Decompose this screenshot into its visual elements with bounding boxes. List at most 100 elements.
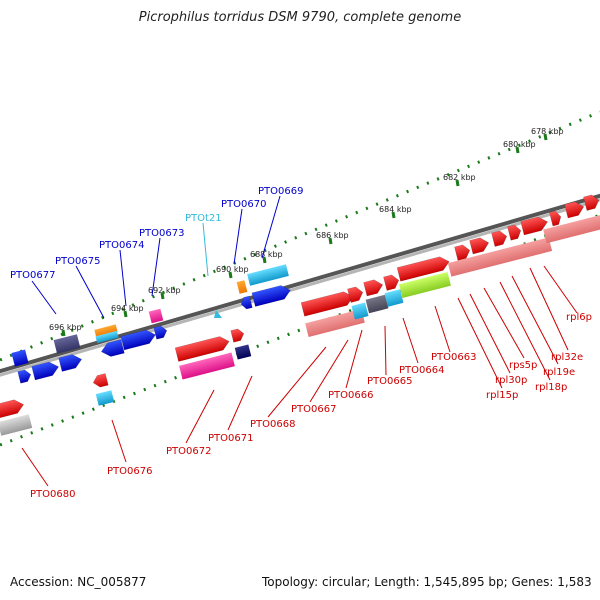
- gene-arrow: [396, 256, 450, 282]
- gene-arrow: [0, 399, 24, 419]
- leader-line: [227, 375, 253, 431]
- gene-box: [148, 308, 164, 324]
- scale-tick-label: 682 kbp: [443, 173, 476, 182]
- gene-arrow: [17, 369, 32, 384]
- gene-box-shape: [305, 309, 365, 337]
- backbone-strand-light: [0, 198, 600, 377]
- leader-line: [457, 297, 503, 389]
- gene-arrow-shape: [240, 295, 253, 310]
- gene-label-pto0667: PTO0667: [291, 404, 336, 415]
- gene-label-pto0671: PTO0671: [208, 433, 253, 444]
- scale-tick: [123, 310, 128, 318]
- gene-box-shape: [148, 308, 164, 324]
- scale-tick-label: 692 kbp: [148, 286, 181, 295]
- leader-line: [434, 305, 451, 353]
- leader-line: [511, 275, 559, 365]
- leader-line: [402, 317, 419, 364]
- gene-arrow-shape: [230, 328, 245, 343]
- gene-band-segment: [384, 289, 404, 307]
- gene-arrow: [583, 194, 600, 211]
- gene-box-shape: [384, 289, 404, 307]
- gene-arrow: [549, 210, 562, 227]
- gene-arrow-shape: [100, 339, 125, 357]
- gene-box-shape: [447, 237, 553, 277]
- gene-arrow: [491, 230, 508, 247]
- gene-box: [94, 324, 118, 338]
- gene-label-pto0677: PTO0677: [10, 270, 55, 281]
- gene-label-pto0669: PTO0669: [258, 186, 303, 197]
- gene-band-segment: [365, 294, 389, 314]
- scale-tick-label: 684 kbp: [379, 205, 412, 214]
- gene-arrow-shape: [396, 256, 450, 282]
- gene-arrow-shape: [347, 286, 364, 303]
- scale-tick-label: 696 kbp: [49, 323, 82, 332]
- gene-label-rpl32e: rpl32e: [551, 352, 583, 363]
- gene-arrow: [469, 237, 490, 255]
- gene-arrow-shape: [583, 194, 600, 211]
- leader-line: [309, 339, 349, 403]
- gene-arrow: [31, 361, 59, 381]
- gene-arrow-shape: [153, 325, 168, 340]
- scale-tick-label: 688 kbp: [250, 250, 283, 259]
- gene-label-pto0665: PTO0665: [367, 376, 412, 387]
- gene-arrow: [240, 295, 253, 310]
- gene-label-rps5p: rps5p: [509, 360, 537, 371]
- gene-arrow-shape: [0, 399, 24, 419]
- gene-arrow: [153, 325, 168, 340]
- gene-arrow: [564, 201, 585, 219]
- gene-arrow: [383, 274, 400, 291]
- gene-box-shape: [351, 302, 369, 320]
- gene-box: [53, 334, 81, 354]
- gene-arrow-shape: [174, 336, 230, 362]
- leader-line: [21, 447, 49, 487]
- leader-line: [119, 249, 127, 307]
- gene-arrow-shape: [17, 369, 32, 384]
- scale-tick: [262, 256, 267, 264]
- gene-box-shape: [236, 280, 248, 294]
- gene-label-rpl15p: rpl15p: [486, 390, 518, 401]
- gene-arrow: [92, 373, 109, 388]
- scale-tick: [328, 237, 333, 245]
- scale-tick-label: 680 kbp: [503, 140, 536, 149]
- gene-arrow: [120, 329, 156, 351]
- gene-label-pto0675: PTO0675: [55, 256, 100, 267]
- gene-box-shape: [94, 324, 118, 338]
- leader-line: [202, 222, 209, 277]
- scale-tick: [61, 329, 66, 337]
- gene-label-pto0663: PTO0663: [431, 352, 476, 363]
- gene-box: [236, 280, 248, 294]
- gene-box: [95, 390, 115, 406]
- gene-box-shape: [95, 390, 115, 406]
- gene-arrow-shape: [92, 373, 109, 388]
- gene-label-pto0676: PTO0676: [107, 466, 152, 477]
- gene-box-shape: [179, 352, 235, 380]
- gene-band-segment: [305, 309, 365, 337]
- leader-line: [483, 287, 525, 359]
- gene-box: [179, 352, 235, 380]
- gene-arrow: [363, 279, 384, 297]
- gene-box: [247, 264, 289, 286]
- gene-box-shape: [365, 294, 389, 314]
- gene-label-rpl19e: rpl19e: [543, 367, 575, 378]
- gene-arrow: [454, 244, 471, 261]
- leader-line: [345, 329, 363, 389]
- gene-arrow: [251, 285, 291, 307]
- gene-arrow-shape: [363, 279, 384, 297]
- leader-line: [111, 419, 127, 463]
- leader-line: [267, 346, 327, 418]
- gene-arrow-shape: [251, 285, 291, 307]
- topology-text: Topology: circular; Length: 1,545,895 bp…: [262, 575, 592, 589]
- gene-arrow: [174, 336, 230, 362]
- gene-label-pto0673: PTO0673: [139, 228, 184, 239]
- gene-arrow: [520, 216, 548, 236]
- gene-arrow: [300, 291, 354, 317]
- gene-arrow-shape: [58, 354, 83, 372]
- gene-arrow-shape: [549, 210, 562, 227]
- gene-label-pto0670: PTO0670: [221, 199, 266, 210]
- leader-line: [469, 293, 511, 374]
- gene-box-shape: [399, 272, 451, 298]
- gene-label-ptot21: PTOt21: [185, 213, 222, 224]
- gene-arrow-shape: [120, 329, 156, 351]
